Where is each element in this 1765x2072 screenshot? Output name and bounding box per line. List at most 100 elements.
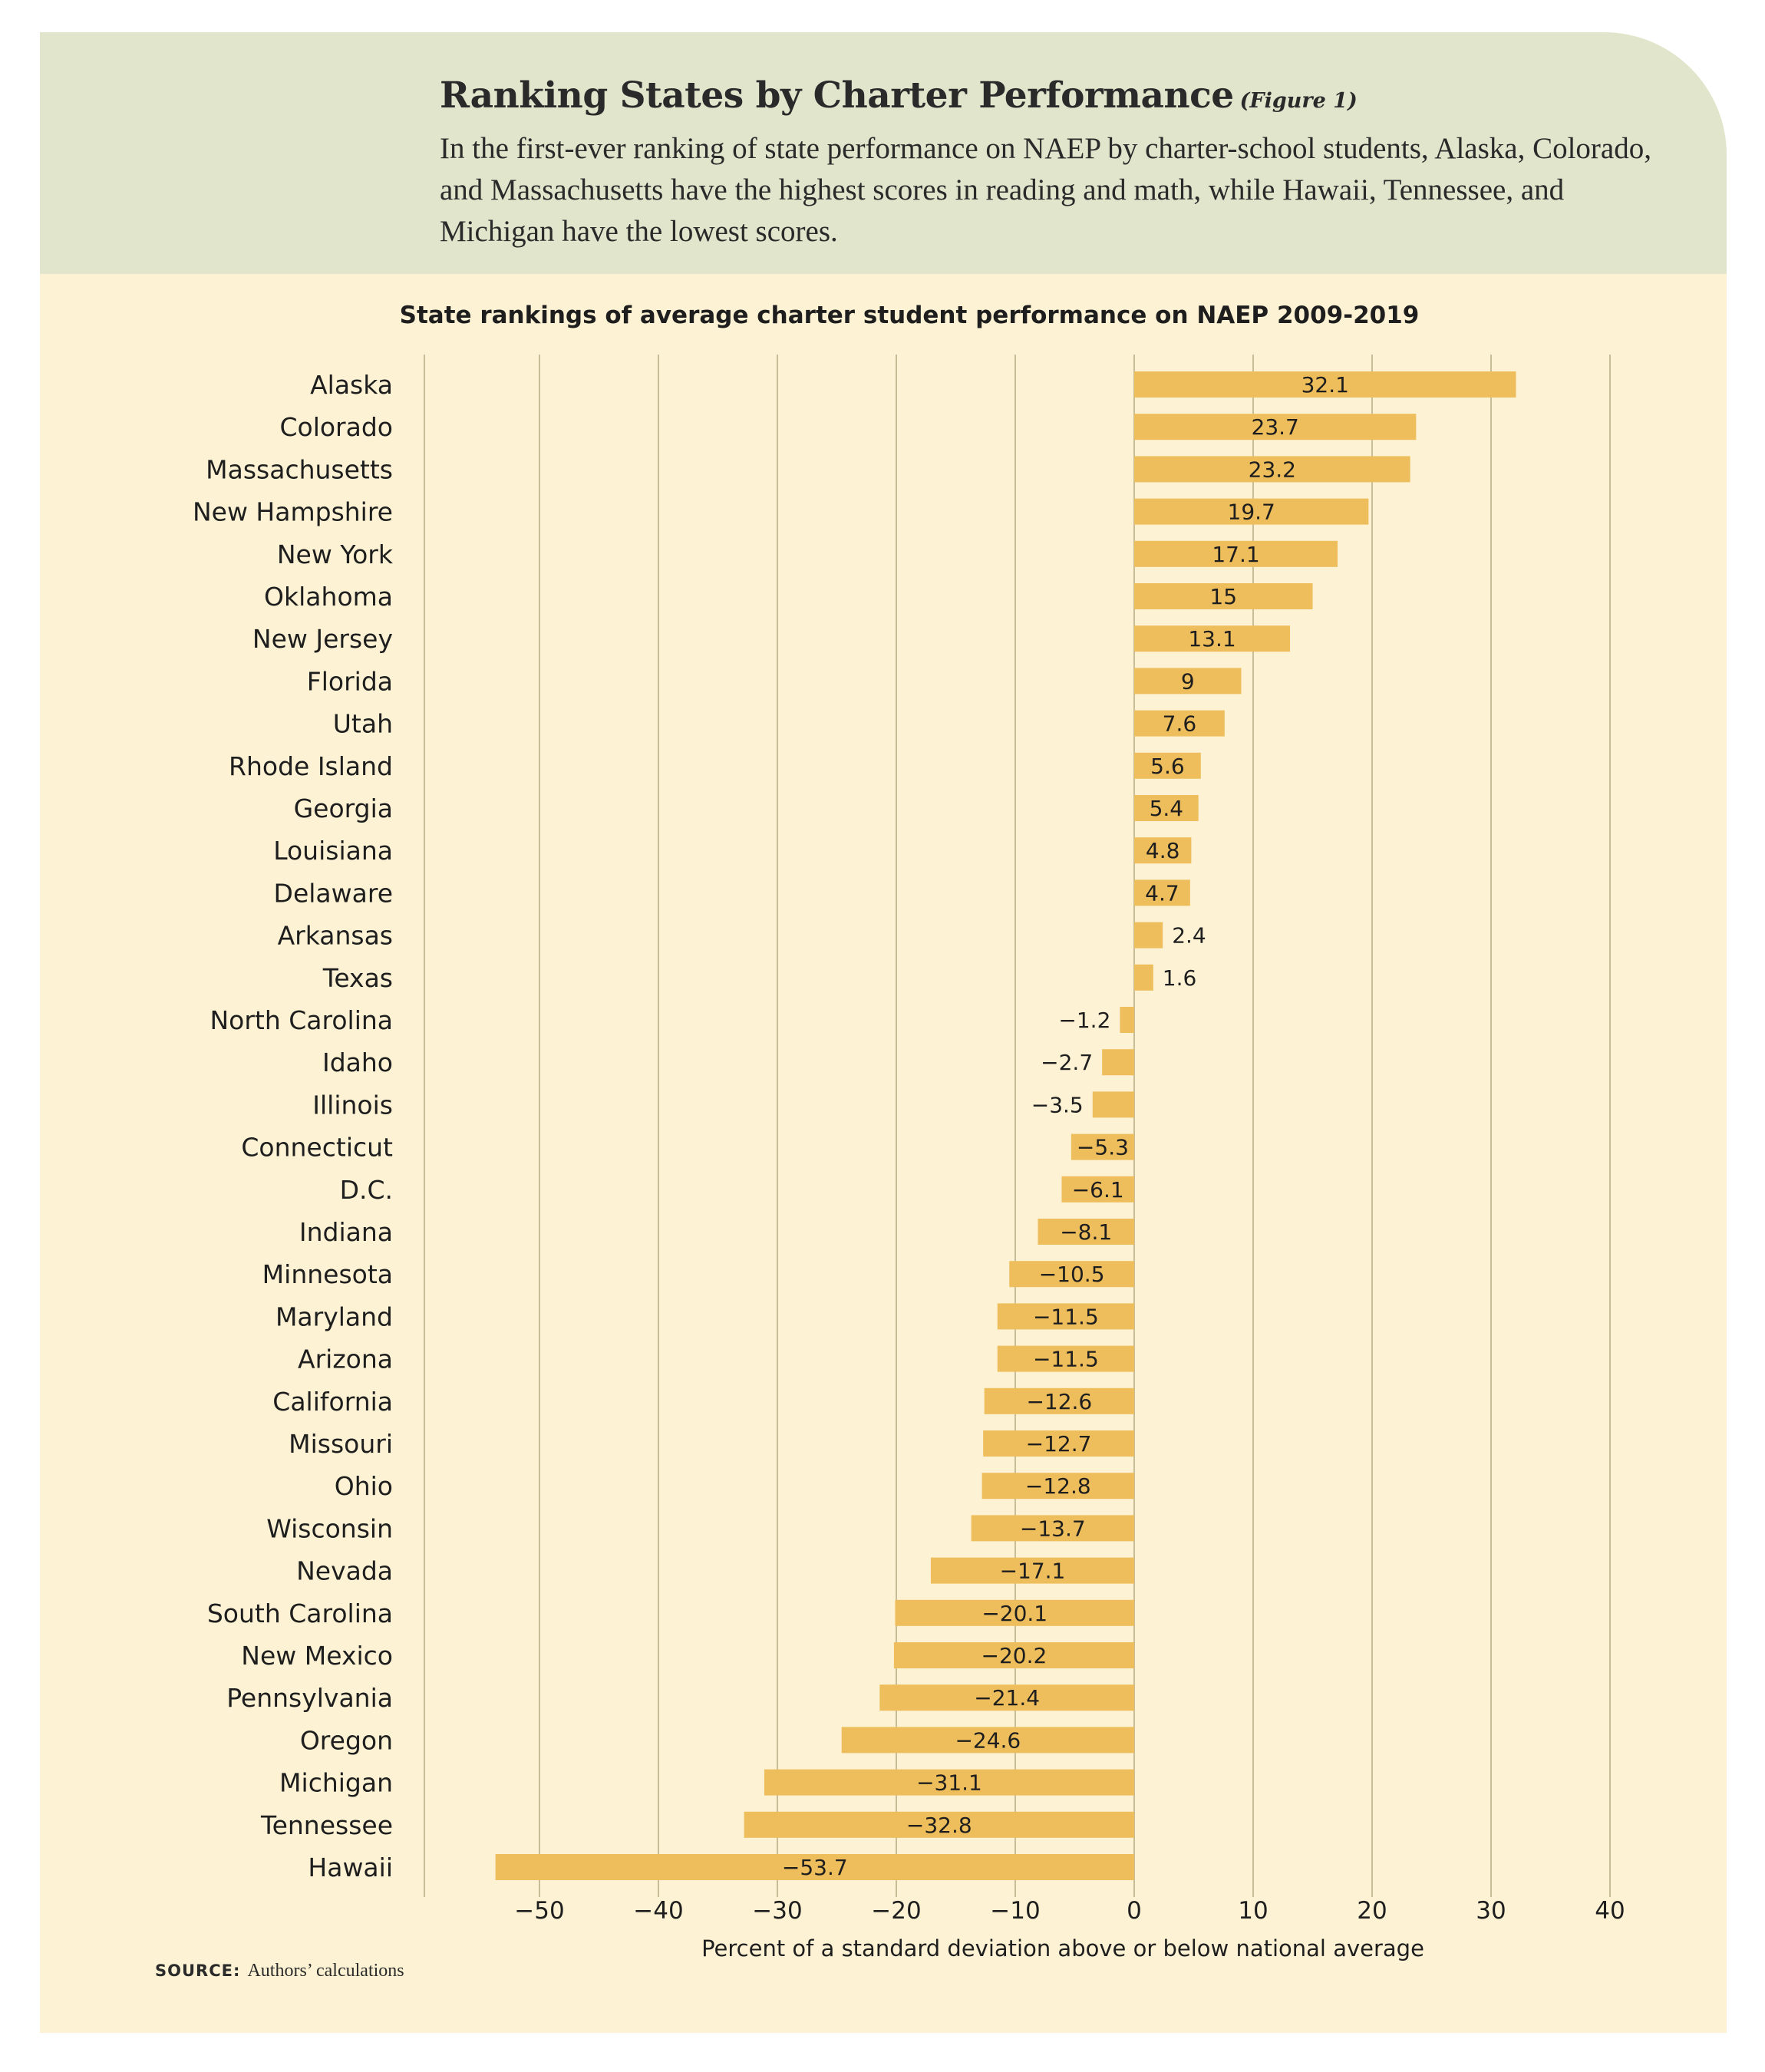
data-label: 15 [1209,584,1237,609]
category-label: Arkansas [278,921,393,951]
bar [1134,795,1199,821]
data-label: −24.6 [955,1727,1021,1753]
data-label: 5.6 [1150,754,1185,779]
bar [1134,583,1313,609]
bar [1092,1091,1134,1118]
data-label: −1.2 [1058,1008,1110,1033]
x-tick-label: 30 [1476,1897,1506,1925]
data-label: 32.1 [1301,372,1349,398]
bar [841,1727,1134,1754]
data-label: 7.6 [1163,711,1197,737]
bar [1134,837,1192,864]
bar [1134,456,1410,483]
data-label: −53.7 [782,1855,848,1880]
data-label: −21.4 [974,1685,1040,1711]
bar [930,1557,1134,1584]
category-label: Alaska [310,370,393,400]
x-axis-label: Percent of a standard deviation above or… [701,1935,1424,1961]
bar [764,1769,1134,1796]
category-label: Hawaii [308,1853,393,1882]
category-label: California [272,1387,393,1417]
x-tick-label: 40 [1595,1897,1625,1925]
bar [983,1430,1134,1457]
category-label: New Jersey [252,624,393,654]
category-label: Utah [333,709,393,739]
bar [1134,752,1201,779]
category-label: Louisiana [273,836,393,866]
x-tick-label: 20 [1357,1897,1387,1925]
category-label: Delaware [274,878,393,908]
bar [1134,540,1338,567]
bar [893,1642,1134,1668]
category-label: Texas [322,963,393,993]
bar [1071,1133,1134,1160]
bar [895,1599,1134,1626]
x-tick-label: 0 [1127,1897,1142,1925]
data-label: −11.5 [1033,1347,1099,1372]
data-label: −20.2 [981,1643,1047,1668]
data-label: −17.1 [1000,1559,1066,1584]
data-label: −20.1 [981,1601,1047,1626]
data-label: 1.6 [1163,965,1197,991]
data-label: 19.7 [1228,500,1275,525]
source-text: Authors’ calculations [247,1961,404,1981]
category-label: Michigan [279,1768,393,1798]
data-label: 4.7 [1145,880,1179,906]
category-label: Indiana [299,1217,393,1247]
data-label: −10.5 [1039,1262,1105,1287]
bar [984,1387,1134,1414]
source-label: SOURCE: [155,1961,241,1980]
x-tick-label: −50 [514,1897,564,1925]
x-tick-label: −20 [871,1897,921,1925]
bar [1102,1049,1134,1076]
category-label: New Mexico [241,1641,393,1671]
category-label: Georgia [294,793,393,823]
bar [997,1303,1134,1330]
category-label: Illinois [312,1090,393,1120]
data-label: −32.8 [906,1813,972,1838]
chart-title: State rankings of average charter studen… [400,302,1420,329]
bar [1061,1176,1134,1203]
data-label: −12.7 [1026,1431,1092,1457]
data-label: −8.1 [1060,1219,1112,1245]
category-label: Oregon [300,1725,393,1755]
bar [1120,1007,1134,1033]
bar [744,1811,1134,1838]
category-label: D.C. [340,1175,393,1205]
bar [1134,668,1242,695]
data-label: 2.4 [1172,923,1206,949]
category-label: Ohio [335,1471,393,1501]
bar [1134,710,1225,737]
bar [495,1854,1134,1880]
bar [1134,371,1516,398]
bar [981,1473,1134,1500]
bar [879,1684,1134,1711]
bar [1134,414,1417,440]
figure-intro-text: In the first-ever ranking of state perfo… [440,132,1651,248]
category-label: Florida [307,666,393,696]
source-note: SOURCE: Authors’ calculations [155,1961,404,1981]
category-label: Minnesota [262,1259,393,1289]
category-label: Wisconsin [266,1513,393,1543]
x-tick-label: −10 [990,1897,1040,1925]
figure-title: Ranking States by Charter Performance [440,74,1234,117]
bar [1009,1261,1134,1288]
data-label: 9 [1181,668,1195,694]
category-label: Nevada [296,1556,393,1586]
title-line: Ranking States by Charter Performance (Fi… [440,74,1358,117]
data-label: −12.6 [1026,1389,1092,1414]
category-label: Massachusetts [206,454,393,484]
data-label: −31.1 [916,1770,982,1796]
figure-number-label: (Figure 1) [1239,89,1358,113]
category-label: South Carolina [207,1599,393,1628]
data-label: −11.5 [1033,1304,1099,1329]
data-label: −3.5 [1031,1092,1084,1117]
data-label: 23.2 [1249,457,1296,482]
data-label: 13.1 [1188,626,1236,652]
category-label: North Carolina [209,1005,393,1035]
x-tick-label: 10 [1238,1897,1268,1925]
bar [1134,922,1163,949]
category-label: Colorado [279,412,393,442]
bar [997,1345,1134,1372]
